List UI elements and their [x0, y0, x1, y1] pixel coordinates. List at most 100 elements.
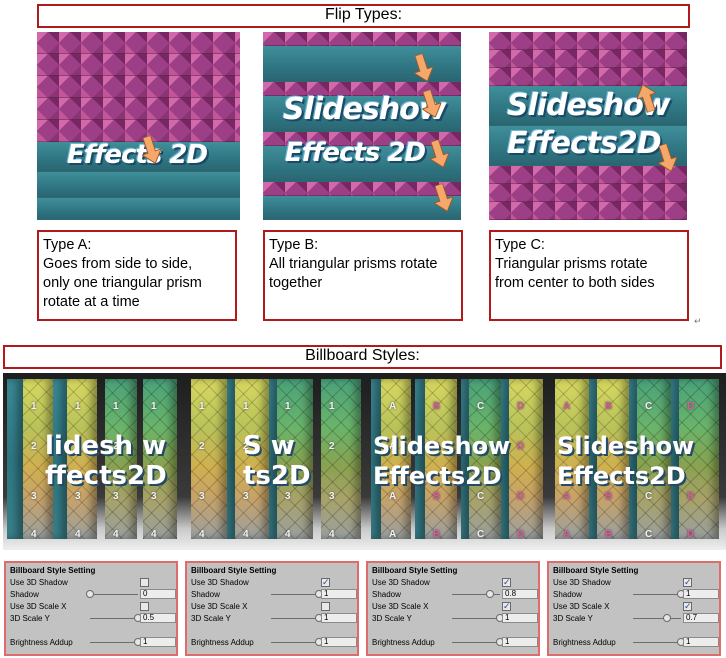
- billboard-label: 4: [31, 529, 37, 540]
- billboard-label: 3: [75, 491, 81, 502]
- setting-row-use-3d-scale-x: Use 3D Scale X ✓: [372, 601, 534, 612]
- setting-checkbox-use-3d-shadow[interactable]: ✓: [502, 577, 511, 587]
- billboard-label: A: [389, 441, 397, 452]
- setting-checkbox-use-3d-shadow[interactable]: ✓: [321, 577, 330, 587]
- setting-label-brightness: Brightness Addup: [10, 638, 73, 647]
- billboard-label: 3: [199, 491, 205, 502]
- setting-checkbox-use-3d-shadow[interactable]: [140, 578, 149, 587]
- setting-field-scale-y[interactable]: 0.7: [683, 613, 719, 623]
- setting-label-use-3d-scale-x: Use 3D Scale X: [553, 602, 610, 611]
- setting-label-use-3d-shadow: Use 3D Shadow: [553, 578, 611, 587]
- billboard-group-1: 1 2 3 4 1 2 3 4 1 2 3 4 1 2 3 4 lidesh w ffects2D: [3, 373, 183, 550]
- setting-row-use-3d-scale-x: Use 3D Scale X: [191, 601, 353, 612]
- billboard-label: C: [477, 491, 485, 502]
- setting-panel-title: Billboard Style Setting: [191, 566, 277, 575]
- setting-checkbox-use-3d-scale-x[interactable]: [321, 602, 330, 611]
- billboard-group-2: 1 2 3 4 1 2 3 4 1 2 3 4 1 2 3 4 S w ts2D: [187, 373, 367, 550]
- flip-types-title: Flip Types:: [324, 6, 403, 23]
- setting-row-shadow: Shadow 1: [191, 589, 357, 600]
- setting-checkbox-use-3d-scale-x[interactable]: ✓: [502, 601, 511, 611]
- flip-b-arrow-1-icon: [412, 52, 434, 83]
- billboard-label: D: [687, 491, 695, 502]
- flip-type-c-line-1: Triangular prisms rotate: [495, 256, 648, 272]
- setting-field-brightness[interactable]: 1: [140, 637, 176, 647]
- flip-type-c-description: Type C: Triangular prisms rotate from ce…: [489, 230, 689, 321]
- setting-slider-knob[interactable]: [486, 590, 495, 598]
- setting-field-scale-y[interactable]: 1: [321, 613, 357, 623]
- billboard-label: A: [563, 401, 571, 412]
- flip-b-logo-top: Slideshow: [283, 92, 447, 127]
- setting-field-shadow[interactable]: 0.8: [502, 589, 538, 599]
- setting-slider-brightness[interactable]: [633, 638, 685, 646]
- setting-checkbox-use-3d-scale-x[interactable]: [140, 602, 149, 611]
- billboard-label: 1: [329, 401, 335, 412]
- setting-field-scale-y[interactable]: 0.5: [140, 613, 176, 623]
- setting-label-use-3d-scale-x: Use 3D Scale X: [191, 602, 248, 611]
- billboard-label: 4: [243, 529, 249, 540]
- billboard-label: A: [389, 491, 397, 502]
- flip-type-b-line-2: together: [269, 275, 323, 291]
- setting-slider-knob[interactable]: [86, 590, 94, 598]
- setting-row-scale-y: 3D Scale Y 0.5: [10, 613, 176, 624]
- setting-slider-brightness[interactable]: [452, 638, 504, 646]
- billboard-label: 4: [329, 529, 335, 540]
- setting-slider-scale-y[interactable]: [452, 614, 504, 622]
- setting-field-shadow[interactable]: 0: [140, 589, 176, 599]
- setting-row-scale-y: 3D Scale Y 1: [372, 613, 538, 624]
- setting-field-shadow[interactable]: 1: [683, 589, 719, 599]
- billboard-label: 1: [113, 401, 119, 412]
- setting-label-scale-y: 3D Scale Y: [191, 614, 231, 623]
- billboard-group-3-logo: Slideshow Effects2D: [373, 432, 511, 490]
- billboard-label: 1: [151, 401, 157, 412]
- setting-label-shadow: Shadow: [372, 590, 401, 599]
- setting-row-scale-y: 3D Scale Y 1: [191, 613, 357, 624]
- return-mark: ↵: [694, 316, 702, 326]
- setting-field-shadow[interactable]: 1: [321, 589, 357, 599]
- setting-row-brightness: Brightness Addup 1: [10, 637, 176, 648]
- flip-c-logo-bottom: Effects2D: [507, 126, 662, 161]
- flip-type-a-line-2: only one triangular prism: [43, 275, 202, 291]
- setting-row-use-3d-scale-x: Use 3D Scale X ✓: [553, 601, 715, 612]
- billboard-label: C: [645, 491, 653, 502]
- billboard-label: 4: [285, 529, 291, 540]
- setting-checkbox-use-3d-scale-x[interactable]: ✓: [683, 601, 692, 611]
- setting-row-use-3d-shadow: Use 3D Shadow ✓: [553, 577, 715, 588]
- setting-field-scale-y[interactable]: 1: [502, 613, 538, 623]
- setting-panel-title: Billboard Style Setting: [372, 566, 458, 575]
- flip-type-a-line-1: Goes from side to side,: [43, 256, 193, 272]
- billboard-label: D: [517, 401, 525, 412]
- flip-a-arrow-icon: [140, 134, 162, 165]
- setting-field-brightness[interactable]: 1: [683, 637, 719, 647]
- setting-checkbox-use-3d-shadow[interactable]: ✓: [683, 577, 692, 587]
- setting-field-brightness[interactable]: 1: [502, 637, 538, 647]
- setting-slider-shadow[interactable]: [271, 590, 323, 598]
- setting-field-brightness[interactable]: 1: [321, 637, 357, 647]
- setting-slider-scale-y[interactable]: [271, 614, 323, 622]
- setting-slider-scale-y[interactable]: [633, 614, 681, 622]
- billboard-label: 3: [243, 491, 249, 502]
- billboard-label: A: [389, 401, 397, 412]
- billboard-label: B: [605, 529, 613, 540]
- billboard-label: A: [563, 441, 571, 452]
- setting-row-use-3d-shadow: Use 3D Shadow ✓: [372, 577, 534, 588]
- billboard-group-3: A A A A B B B B C C C C D D D D Slideshow Effects2D: [369, 373, 549, 550]
- flip-b-arrow-2-icon: [420, 88, 442, 119]
- flip-types-title-box: Flip Types:: [37, 4, 690, 28]
- billboard-label: 2: [285, 441, 291, 452]
- setting-slider-brightness[interactable]: [90, 638, 142, 646]
- setting-slider-shadow[interactable]: [452, 590, 500, 598]
- setting-slider-shadow[interactable]: [633, 590, 685, 598]
- billboard-label: 3: [285, 491, 291, 502]
- flip-c-arrow-up-icon: [636, 83, 658, 114]
- setting-slider-knob[interactable]: [662, 614, 671, 622]
- billboard-style-setting-panel-1: Billboard Style Setting Use 3D Shadow Shad…: [4, 561, 178, 656]
- setting-label-use-3d-shadow: Use 3D Shadow: [191, 578, 249, 587]
- setting-slider-brightness[interactable]: [271, 638, 323, 646]
- flip-type-c-image: Slideshow Effects2D: [489, 32, 687, 220]
- billboard-label: D: [517, 441, 525, 452]
- flip-type-a-description: Type A: Goes from side to side, only one…: [37, 230, 237, 321]
- billboard-style-setting-panel-2: Billboard Style Setting Use 3D Shadow ✓ Sha…: [185, 561, 359, 656]
- setting-slider-shadow[interactable]: [86, 590, 138, 598]
- setting-slider-scale-y[interactable]: [90, 614, 142, 622]
- billboard-group-1-logo: lidesh w ffects2D: [45, 431, 167, 491]
